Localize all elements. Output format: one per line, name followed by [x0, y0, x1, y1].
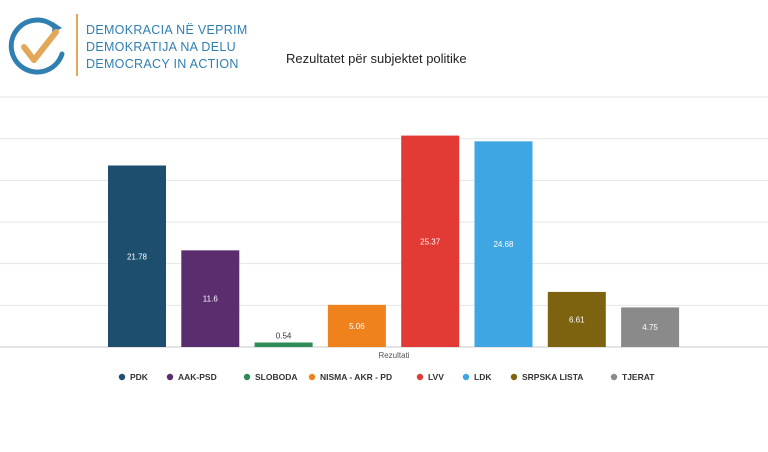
legend-label-7: TJERAT: [622, 372, 655, 382]
data-label-2: 0.54: [276, 332, 292, 341]
bar-5: [474, 141, 533, 347]
bar-7: [621, 307, 680, 347]
bar-0: [108, 165, 166, 347]
chart-title: Rezultatet për subjektet politike: [286, 51, 467, 66]
legend-marker-4: [416, 373, 424, 381]
data-label-4: 25.37: [420, 237, 441, 246]
org-name: DEMOKRACIA NË VEPRIM DEMOKRATIJA NA DELU…: [86, 22, 248, 73]
checkmark-circle-icon: [8, 17, 65, 75]
org-name-albanian: DEMOKRACIA NË VEPRIM: [86, 23, 248, 37]
bar-4: [401, 135, 460, 347]
bar-3: [327, 304, 386, 347]
logo: [6, 14, 70, 78]
legend-label-2: SLOBODA: [255, 372, 298, 382]
data-label-0: 21.78: [127, 252, 148, 261]
legend-label-5: LDK: [474, 372, 492, 382]
org-name-serbian: DEMOKRATIJA NA DELU: [86, 40, 236, 54]
bar-6: [547, 291, 606, 347]
bar-2: [254, 342, 313, 347]
legend-label-3: NISMA - AKR - PD: [320, 372, 392, 382]
data-label-6: 6.61: [569, 315, 585, 324]
x-axis-label: Rezultati: [378, 351, 409, 360]
legend-label-0: PDK: [130, 372, 149, 382]
legend-marker-5: [462, 373, 470, 381]
logo-divider: [76, 14, 78, 76]
data-label-1: 11.6: [203, 295, 219, 304]
legend-label-4: LVV: [428, 372, 444, 382]
legend-marker-3: [308, 373, 316, 381]
bar-1: [181, 250, 240, 347]
data-label-3: 5.06: [349, 322, 365, 331]
legend-label-1: AAK-PSD: [178, 372, 217, 382]
data-label-7: 4.75: [642, 323, 658, 332]
legend-marker-6: [510, 373, 518, 381]
legend-marker-0: [118, 373, 126, 381]
legend-marker-2: [243, 373, 251, 381]
data-label-5: 24.68: [493, 240, 514, 249]
legend-marker-1: [166, 373, 174, 381]
legend-label-6: SRPSKA LISTA: [522, 372, 583, 382]
org-name-english: DEMOCRACY IN ACTION: [86, 57, 239, 71]
legend-marker-7: [610, 373, 618, 381]
